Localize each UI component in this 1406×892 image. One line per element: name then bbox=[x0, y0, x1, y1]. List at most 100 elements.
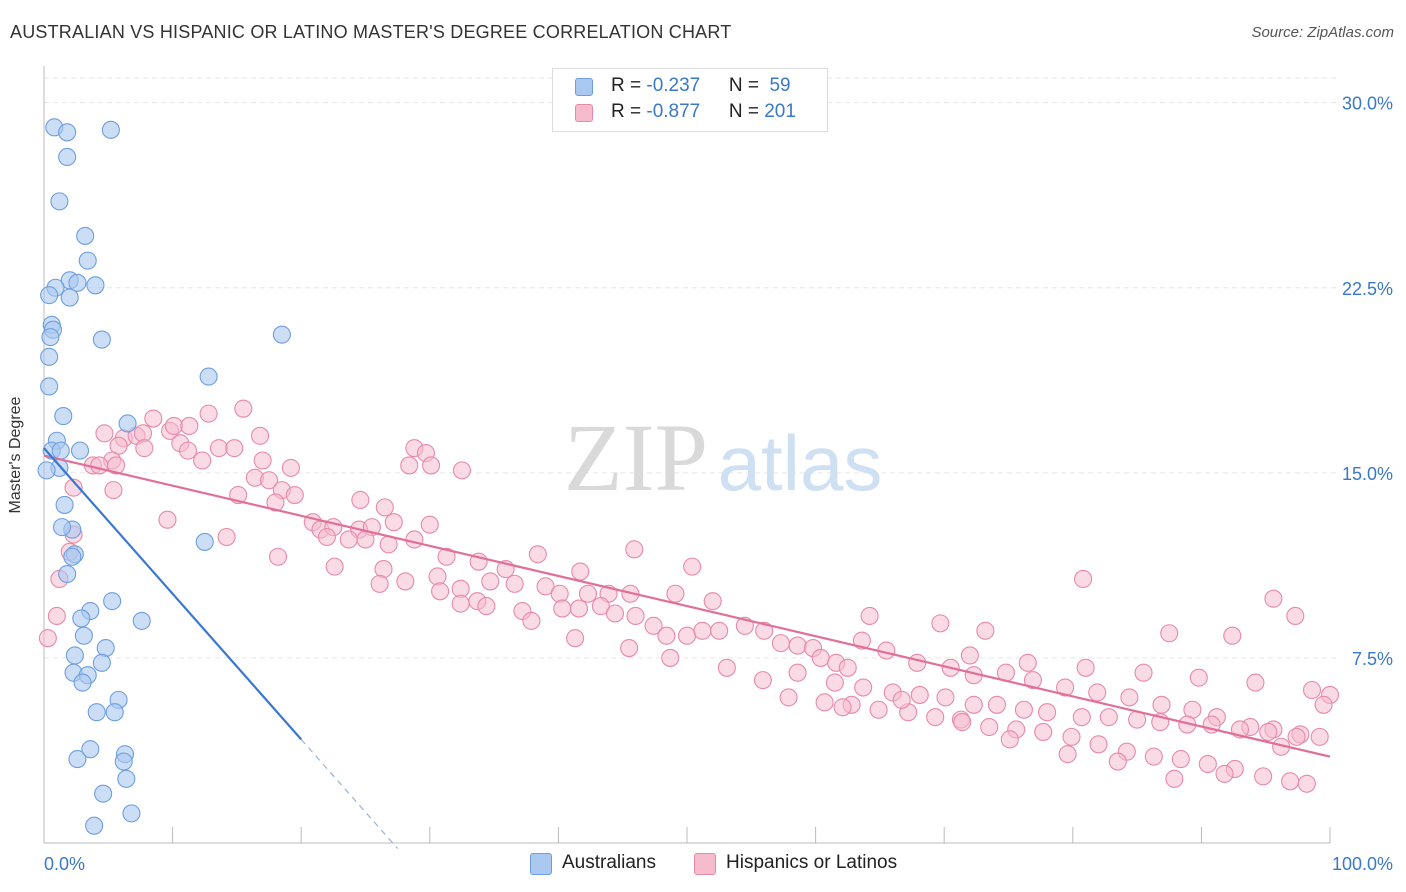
australian-point bbox=[51, 441, 70, 460]
hispanic-point bbox=[317, 527, 336, 547]
australian-point bbox=[86, 276, 105, 295]
legend-r-value-2: -0.877 bbox=[646, 101, 701, 122]
legend-swatch-blue bbox=[575, 78, 593, 96]
australian-point bbox=[52, 518, 72, 537]
hispanic-point bbox=[753, 671, 772, 690]
hispanic-point bbox=[38, 629, 57, 648]
hispanic-point bbox=[1171, 750, 1190, 769]
hispanic-point bbox=[1074, 569, 1093, 589]
hispanic-point bbox=[854, 678, 873, 697]
hispanic-point bbox=[661, 648, 680, 667]
hispanic-point bbox=[356, 530, 375, 549]
hispanic-point bbox=[625, 540, 644, 559]
hispanic-point bbox=[1264, 589, 1283, 608]
australian-trend-extension bbox=[300, 738, 399, 849]
y-tick-label: 30.0% bbox=[1342, 94, 1393, 114]
watermark-atlas: atlas bbox=[718, 419, 883, 507]
bottom-legend-swatch-blue bbox=[530, 853, 552, 875]
hispanic-point bbox=[1160, 624, 1179, 643]
hispanic-point bbox=[225, 439, 244, 458]
hispanic-point bbox=[536, 577, 555, 596]
hispanic-point bbox=[620, 638, 639, 658]
hispanic-point bbox=[987, 695, 1006, 714]
hispanic-point bbox=[703, 592, 722, 611]
legend-n-label-2: N = bbox=[728, 101, 765, 122]
hispanic-points bbox=[38, 399, 1340, 793]
hispanic-point bbox=[1281, 772, 1300, 791]
australian-point bbox=[122, 804, 141, 823]
hispanic-point bbox=[569, 599, 589, 618]
australian-point bbox=[55, 495, 74, 514]
hispanic-point bbox=[370, 574, 389, 593]
hispanic-point bbox=[964, 695, 983, 714]
australian-point bbox=[63, 547, 82, 566]
hispanic-point bbox=[1018, 653, 1037, 672]
hispanic-point bbox=[1165, 769, 1184, 788]
hispanic-point bbox=[505, 574, 524, 593]
australian-point bbox=[58, 147, 77, 167]
hispanic-point bbox=[528, 545, 547, 564]
australian-point bbox=[78, 251, 97, 270]
hispanic-point bbox=[788, 663, 807, 682]
hispanic-point bbox=[953, 713, 972, 732]
hispanic-point bbox=[976, 621, 995, 640]
hispanic-point bbox=[960, 646, 979, 665]
hispanic-point bbox=[811, 648, 830, 667]
australian-point bbox=[101, 120, 120, 139]
legend-swatch-pink bbox=[575, 104, 593, 122]
hispanic-point bbox=[1000, 730, 1019, 749]
hispanic-point bbox=[771, 634, 790, 653]
hispanic-point bbox=[591, 597, 610, 616]
hispanic-point bbox=[64, 478, 83, 497]
hispanic-point bbox=[422, 456, 441, 475]
hispanic-point bbox=[644, 616, 663, 635]
hispanic-point bbox=[339, 530, 358, 549]
hispanic-point bbox=[666, 584, 685, 603]
hispanic-point bbox=[1259, 722, 1278, 742]
hispanic-point bbox=[428, 567, 447, 586]
hispanic-point bbox=[374, 560, 393, 579]
hispanic-point bbox=[1120, 688, 1139, 707]
hispanic-point bbox=[250, 426, 270, 445]
australian-point bbox=[118, 414, 137, 433]
hispanic-point bbox=[477, 597, 496, 616]
hispanic-point bbox=[1062, 727, 1081, 746]
hispanic-point bbox=[1254, 767, 1273, 786]
australian-point bbox=[92, 653, 111, 672]
hispanic-point bbox=[90, 456, 109, 475]
hispanic-point bbox=[683, 557, 702, 576]
australian-point bbox=[92, 330, 111, 349]
hispanic-point bbox=[144, 409, 163, 428]
hispanic-point bbox=[234, 399, 253, 418]
hispanic-point bbox=[860, 606, 879, 626]
hispanic-point bbox=[452, 461, 472, 480]
australian-point bbox=[74, 626, 93, 645]
hispanic-point bbox=[1302, 680, 1322, 700]
australian-point bbox=[40, 286, 59, 305]
hispanic-point bbox=[1076, 658, 1095, 677]
australian-point bbox=[40, 347, 59, 366]
hispanic-point bbox=[396, 572, 415, 591]
y-tick-label: 22.5% bbox=[1342, 279, 1393, 299]
hispanic-point bbox=[217, 527, 236, 547]
hispanic-point bbox=[285, 485, 304, 505]
hispanic-point bbox=[164, 416, 183, 436]
hispanic-point bbox=[1072, 708, 1091, 727]
hispanic-point bbox=[1056, 678, 1075, 697]
hispanic-point bbox=[266, 493, 285, 512]
tick-labels: 7.5% 15.0% 22.5% 30.0% 0.0% 100.0% bbox=[44, 94, 1393, 874]
hispanic-point bbox=[550, 584, 569, 603]
australian-point bbox=[117, 769, 136, 788]
hispanic-point bbox=[1223, 626, 1242, 645]
hispanic-point bbox=[1023, 671, 1042, 690]
hispanic-point bbox=[47, 606, 66, 626]
australian-point bbox=[41, 328, 60, 347]
hispanic-point bbox=[1198, 754, 1217, 774]
bottom-legend-swatch-pink bbox=[694, 853, 716, 875]
hispanic-point bbox=[1089, 735, 1108, 754]
australian-point bbox=[272, 325, 291, 344]
hispanic-point bbox=[158, 510, 177, 529]
australian-point bbox=[114, 752, 133, 771]
australian-point bbox=[87, 703, 106, 722]
